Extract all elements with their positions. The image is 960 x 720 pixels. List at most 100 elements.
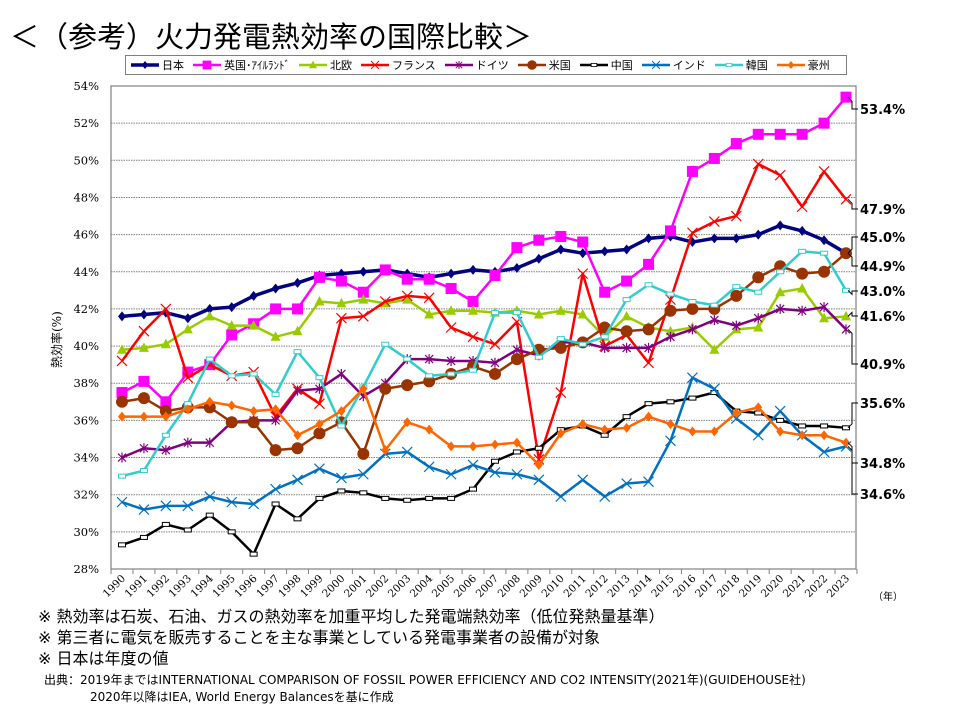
data-point	[644, 282, 653, 288]
data-point	[423, 273, 435, 285]
data-point	[686, 372, 698, 384]
legend-item: 北欧	[298, 57, 352, 73]
marker-shape	[651, 60, 661, 70]
marker-shape	[555, 387, 567, 398]
marker-shape	[774, 169, 786, 181]
data-point	[820, 423, 829, 429]
x-tick-label: 2019	[737, 573, 764, 600]
marker-shape	[754, 402, 763, 413]
marker-shape	[578, 248, 587, 259]
data-point	[357, 310, 369, 322]
data-point	[644, 342, 653, 353]
marker-shape	[249, 290, 258, 301]
legend-swatch-icon	[776, 61, 805, 69]
data-point	[138, 342, 149, 352]
data-point	[335, 312, 347, 324]
data-point	[292, 474, 303, 486]
data-point	[708, 383, 720, 395]
marker-shape	[686, 372, 698, 384]
marker-shape	[139, 443, 149, 454]
data-point	[137, 392, 150, 405]
marker-shape	[293, 349, 302, 355]
x-tick-label: 2007	[474, 573, 501, 600]
marker-shape	[335, 275, 347, 287]
leader-line	[847, 446, 858, 495]
marker-shape	[381, 495, 390, 501]
marker-shape	[731, 320, 741, 331]
data-point	[754, 229, 763, 240]
end-value-label: 40.9%	[860, 358, 905, 373]
data-point	[732, 284, 741, 290]
data-point	[446, 355, 456, 366]
data-point	[401, 290, 413, 302]
marker-shape	[555, 491, 567, 502]
data-point	[600, 246, 609, 257]
marker-shape	[446, 355, 456, 366]
marker-shape	[644, 282, 653, 288]
marker-shape	[841, 310, 851, 321]
data-point	[796, 128, 808, 140]
marker-shape	[643, 258, 655, 270]
data-point	[379, 382, 392, 395]
data-point	[183, 313, 192, 324]
data-point	[357, 447, 370, 460]
data-point	[336, 368, 346, 379]
marker-shape	[511, 468, 523, 480]
data-point	[840, 247, 852, 260]
data-point	[424, 308, 435, 319]
marker-shape	[202, 60, 212, 70]
marker-shape	[599, 286, 611, 298]
data-point	[447, 441, 456, 452]
legend-item: ドイツ	[444, 57, 509, 73]
x-tick-label: 2002	[364, 573, 391, 600]
marker-shape	[161, 432, 170, 438]
x-tick-label: 2017	[693, 573, 720, 600]
data-point	[686, 302, 699, 315]
data-point	[205, 437, 215, 448]
data-point	[182, 323, 193, 334]
y-tick-label: 46%	[73, 228, 99, 242]
marker-shape	[183, 527, 192, 533]
data-point	[379, 264, 391, 276]
marker-shape	[621, 310, 632, 321]
legend-marker	[526, 60, 537, 70]
data-point	[489, 269, 501, 281]
marker-shape	[489, 338, 501, 350]
data-point	[227, 400, 236, 411]
legend-marker	[725, 62, 732, 67]
marker-shape	[227, 373, 236, 379]
series-インド	[116, 372, 852, 515]
marker-shape	[818, 446, 830, 458]
data-point	[489, 466, 501, 478]
data-point	[467, 331, 479, 343]
end-value-label: 41.6%	[860, 310, 905, 325]
x-tick-label: 2008	[496, 573, 523, 600]
marker-shape	[248, 320, 259, 330]
legend-marker	[309, 60, 317, 69]
marker-shape	[117, 344, 127, 354]
series-line	[121, 287, 847, 352]
y-tick-label: 40%	[73, 339, 99, 353]
marker-shape	[225, 416, 238, 429]
legend-item: 日本	[130, 57, 184, 73]
source-line: 2020年以降はIEA, World Energy Balancesを基に作成	[90, 690, 394, 704]
x-tick-label: 1999	[298, 573, 325, 600]
marker-shape	[796, 267, 809, 280]
marker-shape	[644, 233, 653, 244]
marker-shape	[159, 405, 172, 418]
data-point	[622, 342, 632, 353]
marker-shape	[798, 430, 807, 441]
data-point	[687, 324, 697, 335]
data-point	[335, 275, 347, 287]
legend-swatch-icon	[444, 60, 473, 69]
footnotes: ※ 熱効率は石炭、石油、ガスの熱効率を加重平均した発電端熱効率（低位発熱量基準）…	[38, 606, 665, 669]
marker-shape	[226, 329, 238, 341]
marker-shape	[577, 308, 588, 319]
marker-shape	[819, 302, 829, 313]
marker-shape	[664, 225, 676, 237]
marker-shape	[512, 310, 521, 316]
marker-shape	[710, 302, 719, 308]
data-point	[160, 338, 171, 349]
marker-shape	[357, 447, 370, 460]
x-tick-label: 2021	[781, 573, 808, 600]
